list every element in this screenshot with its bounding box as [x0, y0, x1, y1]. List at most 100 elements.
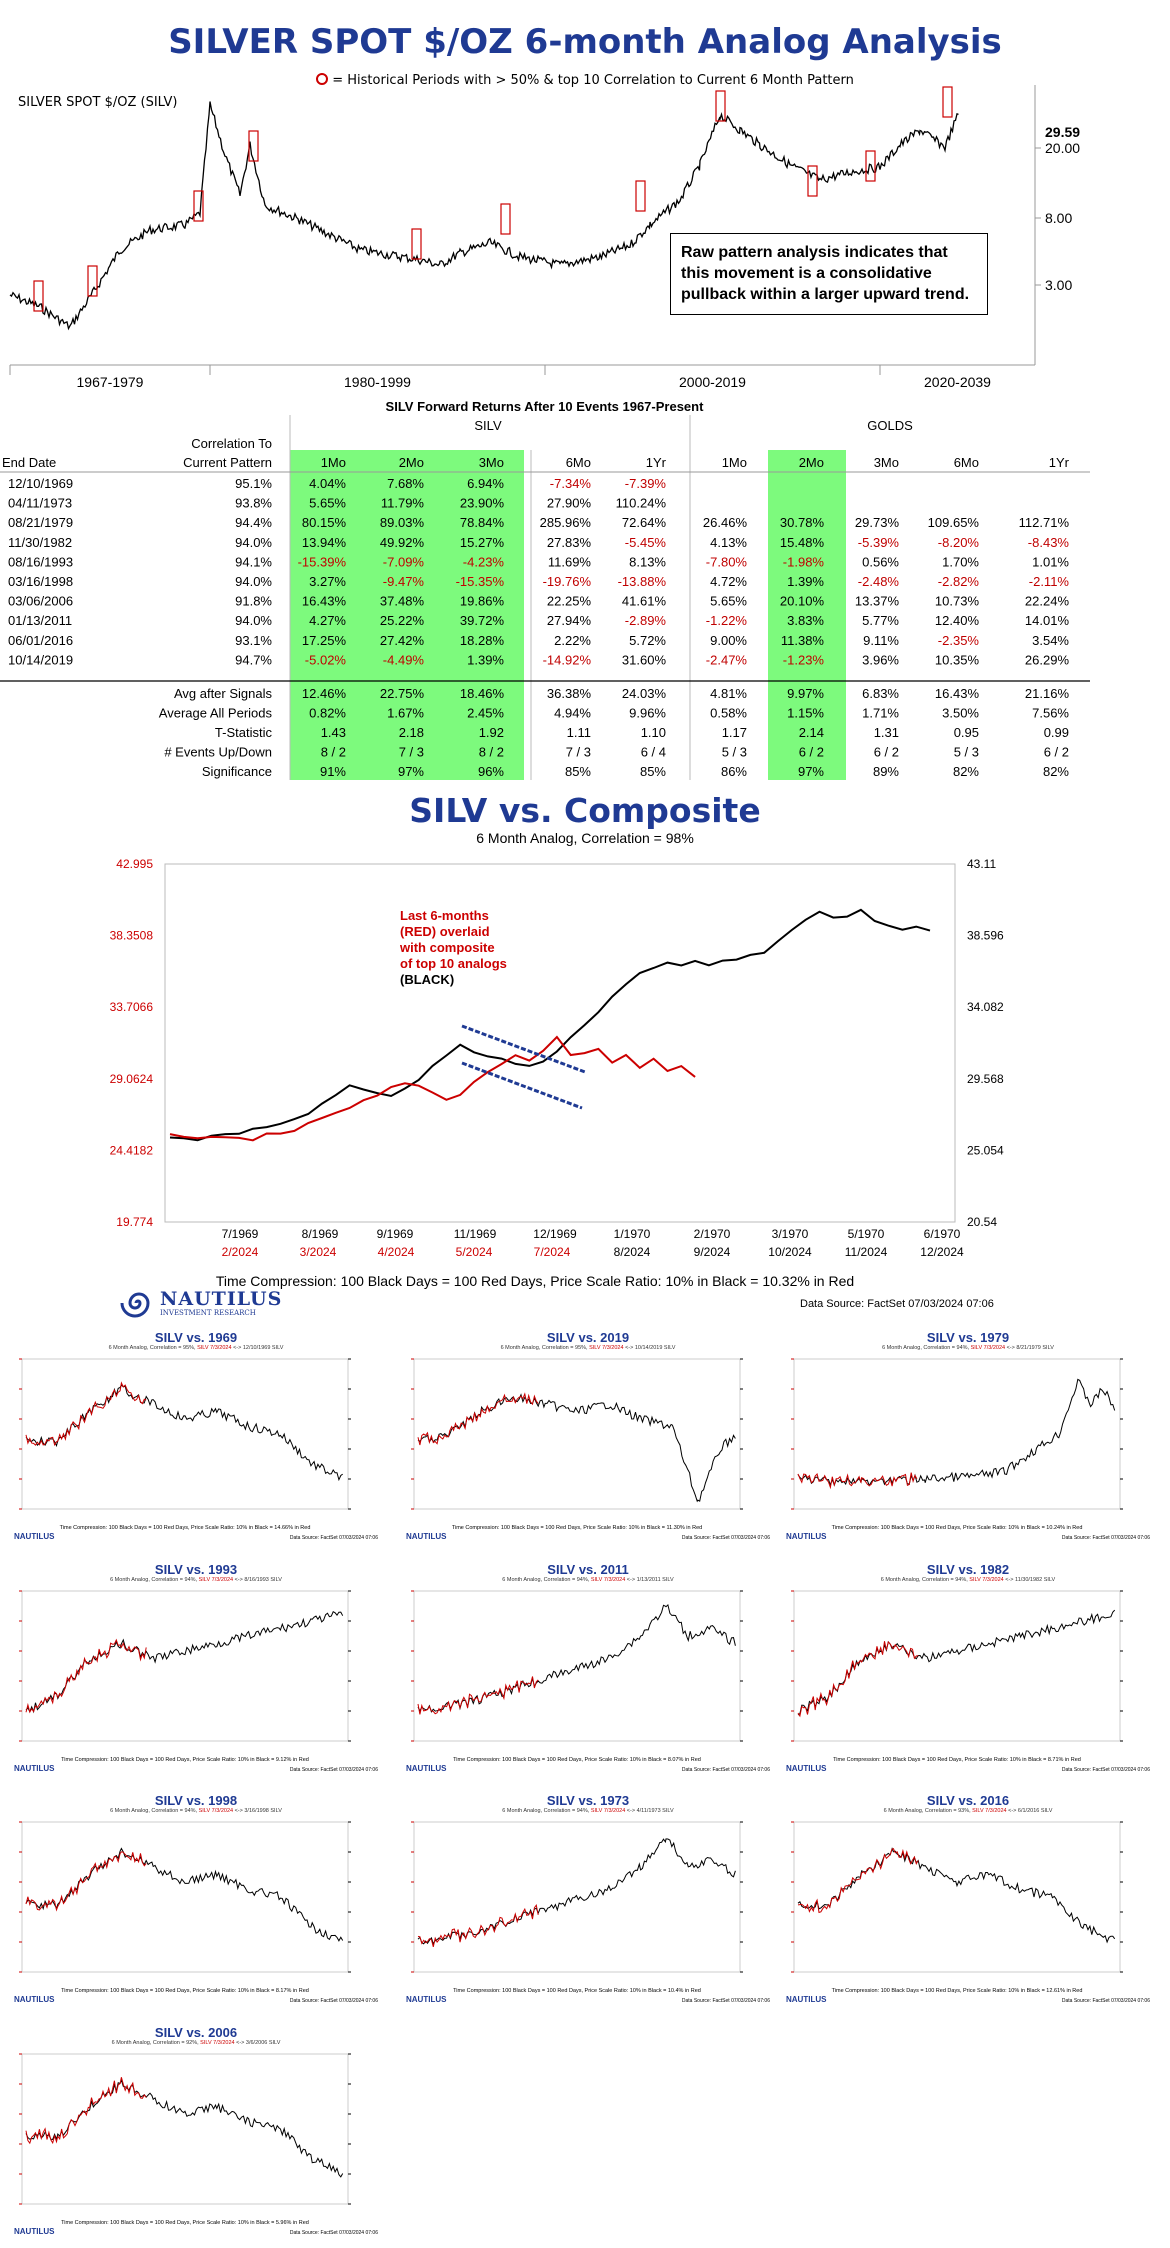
summary-label: Significance: [202, 764, 272, 779]
table-cell: 41.61%: [622, 594, 667, 609]
table-cell: 14.01%: [1025, 613, 1070, 628]
analog-chart-card: SILV vs. 2019 6 Month Analog, Correlation…: [392, 1330, 784, 1552]
summary-cell: 96%: [478, 764, 504, 779]
analog-subtitle-text: 6 Month Analog, Correlation = 94%,: [110, 1577, 199, 1583]
summary-cell: 82%: [953, 764, 979, 779]
mini-analog-line: [417, 1393, 736, 1503]
analog-chart-subtitle: 6 Month Analog, Correlation = 94%, SILV …: [392, 1577, 784, 1583]
analog-chart-subtitle: 6 Month Analog, Correlation = 94%, SILV …: [772, 1345, 1164, 1351]
mini-footer: Time Compression: 100 Black Days = 100 R…: [61, 1988, 309, 1994]
mini-plot-frame: [21, 2053, 349, 2205]
analog-chart-title: SILV vs. 2019: [546, 1330, 630, 1345]
analog-period-box: [500, 203, 511, 235]
nautilus-logo: NAUTILUS INVESTMENT RESEARCH: [118, 1286, 281, 1320]
analog-subtitle-text: 6 Month Analog, Correlation = 95%,: [500, 1345, 590, 1351]
analog-subtitle-red: SILV 7/3/2024: [970, 1345, 1007, 1351]
mini-plot-frame: [793, 1358, 1121, 1510]
mini-logo: NAUTILUS: [786, 1995, 827, 2004]
table-cell: 10.73%: [935, 594, 980, 609]
row-correlation: 94.0%: [235, 613, 272, 628]
analog-subtitle-red: SILV 7/3/2024: [589, 1345, 626, 1351]
table-cell: 27.94%: [547, 613, 592, 628]
highlight-column: [290, 450, 368, 780]
table-cell: 26.29%: [1025, 652, 1070, 667]
analog-chart-title: SILV vs. 1993: [154, 1562, 238, 1577]
mini-footer: Time Compression: 100 Black Days = 100 R…: [453, 1757, 701, 1763]
table-cell: -7.09%: [383, 554, 425, 569]
column-header: 3Mo: [874, 455, 899, 470]
column-header: 2Mo: [399, 455, 424, 470]
row-correlation: 95.1%: [235, 476, 272, 491]
table-cell: 11.38%: [781, 633, 825, 648]
silver-price-line: [9, 101, 959, 331]
analog-chart-card: SILV vs. 1969 6 Month Analog, Correlation…: [0, 1330, 392, 1552]
summary-cell: 0.58%: [710, 706, 747, 721]
left-y-tick-label: 24.4182: [110, 1143, 154, 1157]
table-cell: -15.35%: [456, 574, 505, 589]
row-end-date: 08/16/1993: [8, 554, 73, 569]
table-cell: 18.28%: [460, 633, 505, 648]
table-cell: 27.42%: [380, 633, 425, 648]
mini-recent-line: [797, 1847, 919, 1914]
analog-subtitle-red: SILV 7/3/2024: [590, 1808, 627, 1814]
mini-plot-frame: [21, 1821, 349, 1973]
table-cell: 110.24%: [616, 496, 667, 511]
mini-analog-line: [797, 1609, 1116, 1716]
red-x-label: 3/2024: [300, 1245, 337, 1259]
analog-subtitle-end: <-> 8/16/1993 SILV: [234, 1577, 282, 1583]
row-end-date: 11/30/1982: [8, 535, 72, 550]
mini-analog-line: [417, 1838, 736, 1945]
analog-subtitle-red: SILV 7/3/2024: [200, 2040, 237, 2046]
left-y-tick-label: 38.3508: [110, 929, 154, 943]
summary-cell: 22.75%: [380, 686, 425, 701]
summary-cell: 18.46%: [460, 686, 505, 701]
summary-cell: 5 / 3: [954, 745, 979, 760]
row-end-date: 12/10/1969: [8, 476, 73, 491]
right-y-tick-label: 20.54: [967, 1215, 997, 1229]
table-cell: -2.89%: [625, 613, 667, 628]
row-correlation: 94.1%: [235, 554, 272, 569]
summary-cell: 9.96%: [629, 706, 666, 721]
table-cell: 4.04%: [309, 476, 346, 491]
mini-analog-line: [797, 1378, 1116, 1487]
mini-analog-line: [797, 1847, 1116, 1944]
summary-cell: 0.95: [954, 725, 979, 740]
table-cell: 31.60%: [622, 652, 667, 667]
analog-chart-title: SILV vs. 1979: [926, 1330, 1010, 1345]
analog-mini-chart: Time Compression: 100 Black Days = 100 R…: [406, 1358, 770, 1541]
analog-subtitle-text: 6 Month Analog, Correlation = 94%,: [502, 1808, 591, 1814]
table-cell: -8.43%: [1028, 535, 1070, 550]
composite-annotation: Last 6-months (RED) overlaid with compos…: [400, 908, 507, 988]
analog-period-box: [193, 190, 204, 222]
table-cell: -5.45%: [625, 535, 667, 550]
mini-recent-line: [417, 1392, 539, 1446]
highlight-column: [768, 450, 846, 780]
left-y-tick-label: 19.774: [116, 1215, 153, 1229]
right-y-tick-label: 43.11: [967, 857, 996, 871]
composite-annotation-line: Last 6-months: [400, 908, 489, 923]
analog-period-box: [635, 180, 646, 212]
summary-cell: 7 / 3: [399, 745, 424, 760]
page-title: SILVER SPOT $/OZ 6-month Analog Analysis: [168, 22, 1002, 62]
row-correlation: 93.1%: [235, 633, 272, 648]
analog-period-box: [411, 228, 422, 260]
header-correlation-2: Current Pattern: [183, 455, 272, 470]
analog-subtitle-end: <-> 10/14/2019 SILV: [625, 1345, 676, 1351]
summary-cell: 97%: [398, 764, 424, 779]
table-cell: 1.01%: [1032, 554, 1069, 569]
mini-recent-line: [417, 1904, 539, 1948]
summary-cell: 82%: [1043, 764, 1069, 779]
mini-plot-frame: [413, 1590, 741, 1742]
table-cell: 13.37%: [855, 594, 900, 609]
mini-plot-frame: [21, 1358, 349, 1510]
analog-chart-card: SILV vs. 1993 6 Month Analog, Correlation…: [0, 1562, 392, 1784]
right-y-tick-label: 25.054: [967, 1143, 1004, 1157]
mini-recent-line: [417, 1676, 539, 1715]
analog-chart-card: SILV vs. 1979 6 Month Analog, Correlation…: [772, 1330, 1164, 1552]
analog-subtitle-text: 6 Month Analog, Correlation = 93%,: [883, 1808, 973, 1814]
summary-cell: 85%: [565, 764, 591, 779]
highlight-legend-text: = Historical Periods with > 50% & top 10…: [332, 73, 854, 88]
analog-mini-chart: Time Compression: 100 Black Days = 100 R…: [14, 1821, 378, 2004]
analog-subtitle-text: 6 Month Analog, Correlation = 95%,: [108, 1345, 198, 1351]
